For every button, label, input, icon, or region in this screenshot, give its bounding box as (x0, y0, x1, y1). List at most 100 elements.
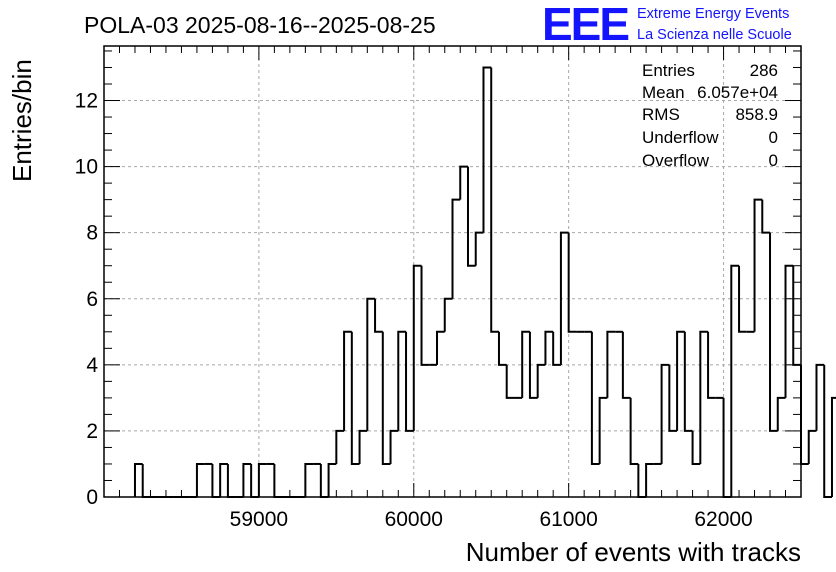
logo-line-2: La Scienza nelle Scuole (637, 27, 792, 43)
stats-rms-value: 858.9 (735, 105, 778, 124)
y-tick-label: 10 (75, 156, 98, 179)
histogram-bin (536, 363, 546, 398)
histogram-bin (451, 198, 461, 299)
histogram-bin (443, 297, 453, 332)
histogram-bin (629, 397, 639, 465)
histogram-bin (668, 364, 678, 432)
x-tick-label: 60000 (385, 508, 443, 531)
histogram-bin (606, 330, 616, 398)
histogram-bin (552, 331, 561, 366)
histogram-bin (528, 331, 538, 399)
histogram-bin (753, 198, 763, 332)
histogram-bin (374, 298, 383, 333)
histogram-bin (800, 364, 809, 465)
y-tick-label: 6 (86, 288, 98, 311)
histogram-bin (366, 297, 376, 431)
histogram-bin (273, 463, 283, 498)
histogram-bin (815, 363, 825, 431)
histogram-bin (412, 264, 422, 431)
histogram-bin (250, 463, 259, 498)
eee-logo: EEE Extreme Energy Events La Scienza nel… (542, 0, 792, 50)
histogram-bin (195, 462, 205, 497)
eee-logo-mark: EEE (542, 0, 628, 50)
stats-underflow-value: 0 (769, 128, 778, 147)
histogram-bin (761, 199, 771, 234)
histogram-bin (730, 264, 740, 497)
stats-rms-label: RMS (642, 105, 680, 124)
histogram-bin (691, 430, 701, 465)
x-axis-ticks: 59000 60000 61000 62000 (103, 46, 802, 531)
y-axis-title: Entries/bin (7, 59, 37, 182)
histogram-bin (699, 330, 709, 464)
histogram-bin (141, 463, 151, 498)
histogram-bin (590, 331, 600, 465)
histogram-bin (459, 165, 468, 200)
histogram-bin (559, 231, 569, 365)
x-tick-label: 59000 (230, 508, 288, 531)
histogram-bin (683, 331, 693, 432)
histogram-bin (660, 363, 670, 464)
stats-entries-label: Entries (642, 61, 695, 80)
histogram-bin (211, 463, 221, 498)
histogram-bin (769, 232, 778, 432)
y-tick-label: 4 (86, 354, 98, 377)
histogram-bin (637, 463, 647, 498)
plot-frame (103, 45, 802, 498)
histogram-bin (381, 331, 391, 465)
histogram-bin (397, 330, 407, 431)
histogram-bin (830, 396, 836, 497)
stats-entries-value: 286 (750, 61, 778, 80)
histogram-bin (226, 463, 236, 498)
stats-mean-value: 6.057e+04 (697, 83, 778, 102)
histogram-bin (474, 231, 484, 266)
histogram-bin (257, 462, 267, 497)
chart-title: POLA-03 2025-08-16--2025-08-25 (84, 12, 436, 38)
y-axis-ticks: 0 2 4 6 8 10 12 (75, 50, 801, 509)
histogram-bin (490, 67, 499, 333)
y-tick-label: 8 (86, 222, 98, 245)
histogram-bin (420, 265, 430, 366)
stats-overflow-value: 0 (769, 151, 778, 170)
histogram-bin (738, 265, 747, 333)
histogram-bin (567, 232, 577, 333)
stats-overflow-label: Overflow (642, 151, 710, 170)
histogram-bin (784, 264, 794, 398)
histogram-bin (544, 330, 554, 365)
x-tick-label: 62000 (694, 508, 752, 531)
histogram-bin (319, 463, 329, 498)
logo-line-1: Extreme Energy Events (637, 6, 789, 22)
stats-underflow-label: Underflow (642, 128, 719, 147)
stats-box: Entries 286 Mean 6.057e+04 RMS 858.9 Und… (642, 61, 778, 170)
histogram-bin (335, 429, 345, 464)
histogram-bin (722, 397, 732, 498)
histogram-bin (497, 331, 507, 366)
histogram-bin (776, 396, 786, 431)
histogram-bin (505, 364, 515, 399)
histogram-bin (482, 66, 492, 233)
histogram-bin (350, 331, 360, 465)
y-tick-label: 0 (86, 486, 98, 509)
stats-mean-label: Mean (642, 83, 685, 102)
histogram-bin (521, 330, 530, 398)
histogram-bin (707, 331, 716, 399)
y-tick-label: 2 (86, 420, 98, 443)
histogram-bin (219, 462, 228, 497)
histogram-bin (133, 462, 143, 497)
histogram-bin (598, 396, 608, 464)
x-axis-title: Number of events with tracks (466, 537, 801, 567)
histogram-bin (389, 429, 399, 464)
histogram-bin (405, 331, 414, 432)
histogram-bin (676, 330, 685, 431)
histogram-bin (343, 330, 352, 431)
histogram-bin (327, 462, 337, 497)
histogram-bin (645, 462, 654, 497)
histogram-bin (242, 462, 252, 497)
histogram-series (133, 66, 836, 498)
y-tick-label: 12 (75, 90, 98, 113)
histogram-bin (304, 462, 314, 497)
histogram-bin (807, 429, 817, 464)
histogram-bin (823, 364, 832, 498)
histogram-bin (621, 331, 631, 399)
histogram-bin (466, 166, 476, 267)
